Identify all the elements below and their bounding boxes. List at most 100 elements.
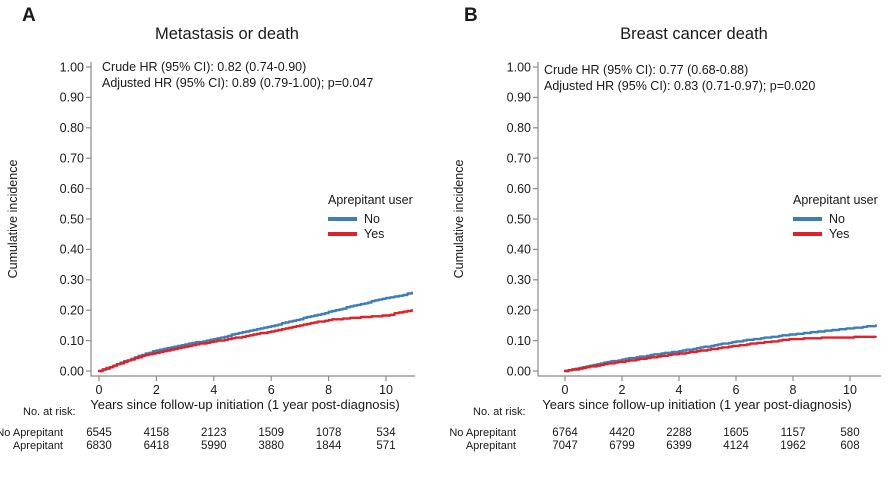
panel-a-risk-count: 534 [376, 427, 396, 439]
panel-b-y-tick-label: 1.00 [507, 60, 531, 74]
panel-b-y-tick-label: 0.40 [507, 243, 531, 257]
panel-a-legend-label-no: No [364, 211, 380, 226]
panel-a-risk-count: 3880 [258, 440, 284, 452]
panel-b-y-tick-label: 0.90 [507, 91, 531, 105]
panel-a-legend-entry-no: No [328, 211, 413, 226]
panel-b-risk-count: 1605 [723, 427, 749, 439]
panel-b-x-tick-label: 0 [562, 383, 569, 397]
panel-b-x-tick-label: 10 [843, 383, 857, 397]
panel-a-y-tick-label: 0.20 [60, 304, 84, 318]
panel-b-title: Breast cancer death [620, 25, 768, 43]
panel-b-annotation: Crude HR (95% CI): 0.77 (0.68-0.88) Adju… [544, 62, 815, 94]
panel-a-y-tick-label: 0.80 [60, 121, 84, 135]
panel-a-risk-row-label-no-aprepitant: No Aprepitant [0, 427, 63, 439]
panel-a-x-tick-label: 0 [96, 383, 103, 397]
panel-b-x-tick-label: 4 [676, 383, 683, 397]
panel-a-risk-count: 571 [376, 440, 396, 452]
panel-b-risk-count: 6764 [552, 427, 578, 439]
legend-line-yes-icon [328, 231, 357, 236]
panel-b-axes [537, 62, 881, 377]
panel-b-risk-count: 1962 [780, 440, 806, 452]
panel-b-risk-count: 608 [840, 440, 860, 452]
panel-a-x-tick-label: 6 [268, 383, 275, 397]
panel-b-y-tick-label: 0.00 [507, 364, 531, 378]
panel-a-y-tick-label: 0.50 [60, 212, 84, 226]
panel-a-risk-row-label-aprepitant: Aprepitant [12, 440, 63, 452]
panel-b-y-tick-label: 0.60 [507, 182, 531, 196]
panel-a-risk-count: 1509 [258, 427, 284, 439]
panel-b-legend-entry-yes: Yes [793, 226, 878, 241]
panel-a-y-tick-label: 0.90 [60, 91, 84, 105]
panel-b-risk-count: 2288 [666, 427, 692, 439]
panel-b-legend-entry-no: No [793, 211, 878, 226]
panel-b-risk-row-label-no-aprepitant: No Aprepitant [449, 427, 516, 439]
panel-a-risk-count: 6830 [86, 440, 112, 452]
panel-a-x-axis-label: Years since follow-up initiation (1 year… [90, 397, 400, 412]
panel-b-risk-count: 6799 [609, 440, 635, 452]
panel-a-legend-title: Aprepitant user [328, 193, 413, 207]
panel-a-x-tick-label: 2 [153, 383, 160, 397]
panel-b-y-tick-label: 0.20 [507, 304, 531, 318]
panel-b-curve-yes [563, 335, 877, 373]
panel-b-y-tick-label: 0.50 [507, 212, 531, 226]
panel-a-risk-count: 1078 [315, 427, 342, 439]
panel-b-label: B [464, 5, 479, 26]
panel-b-legend-label-no: No [829, 211, 845, 226]
panel-b-y-axis-label: Cumulative incidence [452, 159, 466, 279]
panel-b-risk-count: 580 [840, 427, 860, 439]
panel-b-x-tick-label: 6 [733, 383, 740, 397]
panel-a-y-axis-label: Cumulative incidence [6, 159, 20, 279]
panel-b-legend-title: Aprepitant user [793, 193, 878, 207]
panel-a-risk-count: 4158 [143, 427, 170, 439]
panel-a-y-tick-label: 0.70 [60, 152, 84, 166]
panel-a-adjusted-hr-text: Adjusted HR (95% CI): 0.89 (0.79-1.00); … [102, 76, 374, 90]
panel-a-risk-table-header: No. at risk: [23, 406, 76, 418]
panel-b-x-tick-label: 8 [790, 383, 797, 397]
panel-b-curve-no [563, 324, 877, 373]
panel-a-legend: Aprepitant user No Yes [328, 193, 413, 241]
panel-b-risk-count: 4124 [723, 440, 749, 452]
panel-b-x-tick-label: 2 [619, 383, 626, 397]
panel-a-y-tick-label: 0.40 [60, 243, 84, 257]
panel-b-x-axis-label: Years since follow-up initiation (1 year… [542, 397, 852, 412]
panel-a-x-tick-label: 4 [210, 383, 217, 397]
panel-a-risk-count: 5990 [201, 440, 227, 452]
panel-b-risk-row-label-aprepitant: Aprepitant [465, 440, 516, 452]
panel-a-risk-count: 2123 [201, 427, 227, 439]
panel-b-risk-count: 4420 [609, 427, 635, 439]
legend-line-no-icon [328, 216, 357, 221]
panel-b-legend-label-yes: Yes [829, 226, 850, 241]
panel-a-legend-entry-yes: Yes [328, 226, 413, 241]
legend-line-no-icon [793, 216, 822, 221]
panel-b-crude-hr-text: Crude HR (95% CI): 0.77 (0.68-0.88) [544, 63, 749, 77]
panel-a-curve-yes [97, 309, 413, 373]
panel-a-annotation: Crude HR (95% CI): 0.82 (0.74-0.90) Adju… [102, 59, 373, 91]
panel-a-x-tick-label: 8 [325, 383, 332, 397]
panel-a-y-tick-label: 0.00 [60, 364, 84, 378]
panel-a-legend-label-yes: Yes [364, 226, 385, 241]
panel-b-risk-count: 6399 [666, 440, 692, 452]
panel-b-y-tick-label: 0.80 [507, 121, 531, 135]
panel-a-y-tick-label: 0.30 [60, 273, 84, 287]
panel-b-y-tick-label: 0.10 [507, 334, 531, 348]
panel-a-risk-count: 1844 [315, 440, 342, 452]
panel-a-axes [90, 62, 415, 377]
panel-a-crude-hr-text: Crude HR (95% CI): 0.82 (0.74-0.90) [102, 60, 307, 74]
panel-b-risk-table-header: No. at risk: [473, 406, 526, 418]
panel-b-y-tick-label: 0.30 [507, 273, 531, 287]
legend-line-yes-icon [793, 231, 822, 236]
panel-a-x-tick-label: 10 [379, 383, 393, 397]
panel-b-adjusted-hr-text: Adjusted HR (95% CI): 0.83 (0.71-0.97); … [544, 79, 816, 93]
panel-b-risk-count: 7047 [552, 440, 578, 452]
panel-a-label: A [22, 5, 37, 26]
panel-a-title: Metastasis or death [155, 25, 299, 43]
panel-a-y-tick-label: 0.60 [60, 182, 84, 196]
panel-b-y-tick-label: 0.70 [507, 152, 531, 166]
panel-b-risk-count: 1157 [780, 427, 806, 439]
panel-a-y-tick-label: 0.10 [60, 334, 84, 348]
panel-a-risk-count: 6545 [86, 427, 112, 439]
panel-b-legend: Aprepitant user No Yes [793, 193, 878, 241]
panel-a-y-tick-label: 1.00 [60, 60, 84, 74]
